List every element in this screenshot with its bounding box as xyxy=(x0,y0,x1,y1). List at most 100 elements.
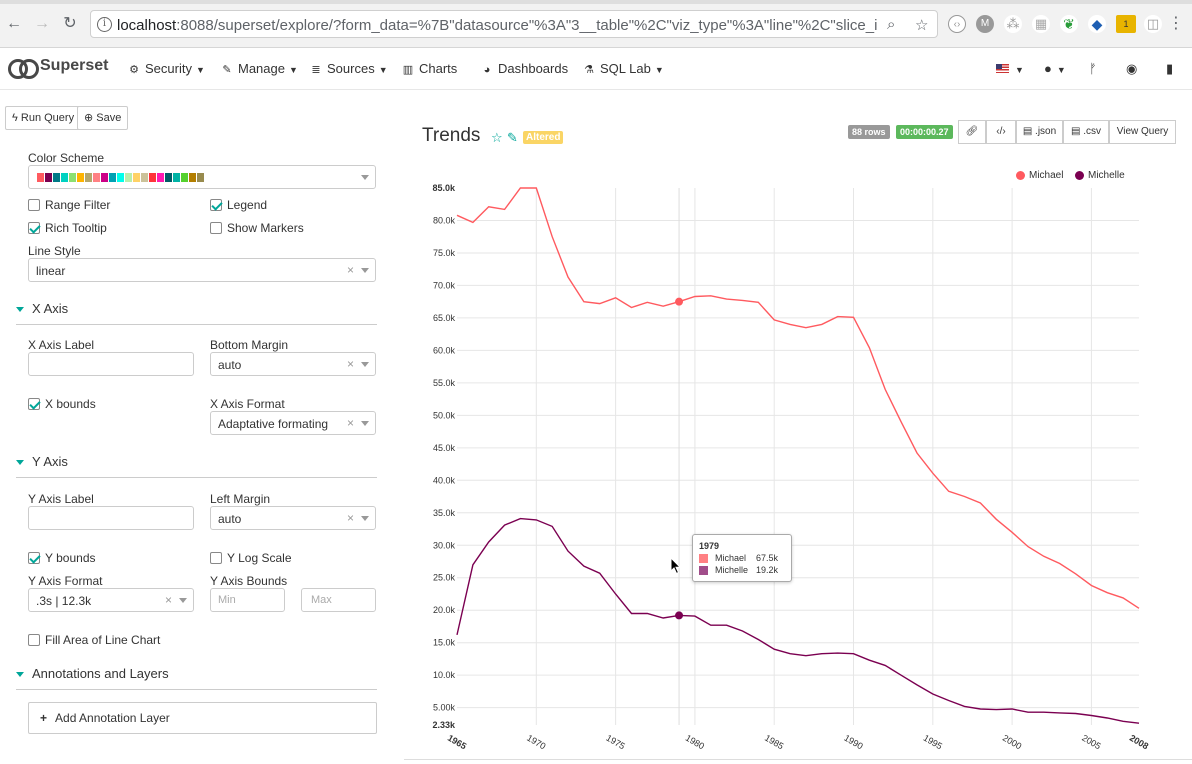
save-button[interactable]: ⊕ Save xyxy=(77,106,129,130)
x-bounds-checkbox[interactable]: X bounds xyxy=(28,397,96,411)
left-margin-select[interactable]: auto × xyxy=(210,506,376,530)
extension-icon[interactable]: ‹› xyxy=(948,15,966,33)
github-icon[interactable]: ◉ xyxy=(1126,61,1138,76)
flask-icon: ⚗ xyxy=(584,64,594,76)
chevron-down-icon xyxy=(361,421,369,426)
legend-item-michelle[interactable]: Michelle xyxy=(1075,170,1125,181)
nav-manage[interactable]: ✎ Manage ▼ xyxy=(220,61,298,76)
color-swatch xyxy=(101,173,108,182)
clear-icon[interactable]: × xyxy=(347,416,355,430)
y-axis-ticks: 2.33k 5.00k 10.0k 15.0k 20.0k 25.0k 30.0k 35.0k… xyxy=(432,183,456,730)
view-query-button[interactable]: View Query xyxy=(1109,120,1176,144)
annotations-section-header[interactable]: Annotations and Layers xyxy=(16,666,377,690)
clear-icon[interactable]: × xyxy=(347,511,355,525)
color-scheme-select[interactable] xyxy=(28,165,376,189)
nav-dashboards[interactable]: ◕ Dashboards xyxy=(480,61,568,76)
reload-icon[interactable]: ↻ xyxy=(63,15,77,32)
color-scheme-label: Color Scheme xyxy=(28,151,105,165)
checkbox-box[interactable] xyxy=(210,199,222,211)
y-bounds-checkbox[interactable]: Y bounds xyxy=(28,551,96,565)
legend-label: Michael xyxy=(1029,170,1064,181)
x-axis-format-select[interactable]: Adaptative formating × xyxy=(210,411,376,435)
embed-code-button[interactable]: ‹/› xyxy=(986,120,1016,144)
badge-extension-icon[interactable]: 1 xyxy=(1116,15,1136,33)
color-swatch xyxy=(77,173,84,182)
fill-area-checkbox[interactable]: Fill Area of Line Chart xyxy=(28,633,160,647)
zoom-icon[interactable]: ⌕ xyxy=(887,16,896,33)
legend-label: Michelle xyxy=(1088,170,1125,181)
bookmark-star-icon[interactable]: ☆ xyxy=(915,17,929,34)
show-markers-checkbox[interactable]: Show Markers xyxy=(210,221,304,235)
export-csv-button[interactable]: ▤ .csv xyxy=(1063,120,1109,144)
x-tick-label: 1975 xyxy=(604,733,626,752)
brand[interactable]: Superset xyxy=(8,57,108,79)
puzzle-extension-icon[interactable]: ▦ xyxy=(1032,15,1050,33)
browser-extension-icon[interactable]: ◫ xyxy=(1144,15,1162,33)
y-axis-section-header[interactable]: Y Axis xyxy=(16,454,377,478)
x-axis-label-input[interactable] xyxy=(28,352,194,376)
checkbox-box[interactable] xyxy=(210,222,222,234)
back-icon[interactable]: ← xyxy=(6,15,22,32)
clear-icon[interactable]: × xyxy=(347,263,355,277)
y-axis-label-input[interactable] xyxy=(28,506,194,530)
kebab-menu-icon[interactable]: ⋮ xyxy=(1168,15,1184,32)
line-style-select[interactable]: linear × xyxy=(28,258,376,282)
export-json-button[interactable]: ▤ .json xyxy=(1016,120,1063,144)
version-icon[interactable]: ᚠ xyxy=(1089,61,1097,76)
diamond-extension-icon[interactable]: ◆ xyxy=(1088,15,1106,33)
x-axis-section-header[interactable]: X Axis xyxy=(16,301,377,325)
bottom-margin-label: Bottom Margin xyxy=(210,338,289,352)
legend-item-michael[interactable]: Michael xyxy=(1016,170,1063,181)
documentation-book-icon[interactable]: ▮ xyxy=(1166,61,1174,76)
address-bar[interactable]: i localhost:8088/superset/explore/?form_… xyxy=(90,10,938,38)
nav-sql-lab[interactable]: ⚗ SQL Lab ▼ xyxy=(582,61,664,76)
y-bounds-min-input[interactable] xyxy=(210,588,285,612)
language-picker[interactable]: ▼ xyxy=(996,61,1024,76)
nav-charts[interactable]: ▥ Charts xyxy=(401,61,458,76)
color-swatch xyxy=(173,173,180,182)
edit-icon[interactable]: ✎ xyxy=(507,130,518,145)
rich-tooltip-checkbox[interactable]: Rich Tooltip xyxy=(28,221,107,235)
network-extension-icon[interactable]: ⁂ xyxy=(1004,15,1022,33)
checkbox-box[interactable] xyxy=(210,552,222,564)
forward-icon[interactable]: → xyxy=(34,15,50,32)
favorite-star-icon[interactable]: ☆ xyxy=(491,130,503,145)
info-icon[interactable]: i xyxy=(97,17,112,32)
profile-m-icon[interactable]: M xyxy=(976,15,994,33)
legend-checkbox[interactable]: Legend xyxy=(210,198,267,212)
chevron-down-icon: ▼ xyxy=(1015,65,1024,75)
y-axis-format-select[interactable]: .3s | 12.3k × xyxy=(28,588,194,612)
range-filter-checkbox[interactable]: Range Filter xyxy=(28,198,110,212)
url-text[interactable]: localhost:8088/superset/explore/?form_da… xyxy=(117,17,877,34)
checkbox-box[interactable] xyxy=(28,634,40,646)
link-button[interactable]: 🔗︎ xyxy=(958,120,986,144)
y-tick-label: 70.0k xyxy=(433,280,456,290)
annotations-title: Annotations and Layers xyxy=(32,666,169,681)
line-chart[interactable]: 2.33k 5.00k 10.0k 15.0k 20.0k 25.0k 30.0k 35.0k… xyxy=(404,180,1192,760)
checkbox-box[interactable] xyxy=(28,398,40,410)
row-count-badge: 88 rows xyxy=(848,125,890,139)
checkbox-box[interactable] xyxy=(28,199,40,211)
y-bounds-max-input[interactable] xyxy=(301,588,376,612)
nav-security[interactable]: ⚙ Security ▼ xyxy=(127,61,205,76)
user-menu[interactable]: ● ▼ xyxy=(1044,61,1066,76)
checkbox-box[interactable] xyxy=(28,222,40,234)
bird-extension-icon[interactable]: ❦ xyxy=(1060,15,1078,33)
chevron-down-icon: ▼ xyxy=(1056,65,1066,75)
nav-sources[interactable]: ≣ Sources ▼ xyxy=(309,61,387,76)
run-query-button[interactable]: ϟ Run Query xyxy=(5,106,82,130)
bottom-margin-select[interactable]: auto × xyxy=(210,352,376,376)
clear-icon[interactable]: × xyxy=(165,593,173,607)
series-line-michelle xyxy=(456,517,1140,724)
y-log-scale-checkbox[interactable]: Y Log Scale xyxy=(210,551,292,565)
y-tick-label: 2.33k xyxy=(432,720,456,730)
add-annotation-layer-button[interactable]: + Add Annotation Layer xyxy=(28,702,377,734)
bottom-margin-value: auto xyxy=(218,358,242,372)
checkbox-box[interactable] xyxy=(28,552,40,564)
json-label: .json xyxy=(1035,126,1057,137)
tooltip-swatch xyxy=(699,553,708,563)
clear-icon[interactable]: × xyxy=(347,357,355,371)
mouse-cursor-icon xyxy=(670,557,682,575)
y-tick-label: 65.0k xyxy=(433,313,456,323)
fill-area-label: Fill Area of Line Chart xyxy=(45,633,161,647)
